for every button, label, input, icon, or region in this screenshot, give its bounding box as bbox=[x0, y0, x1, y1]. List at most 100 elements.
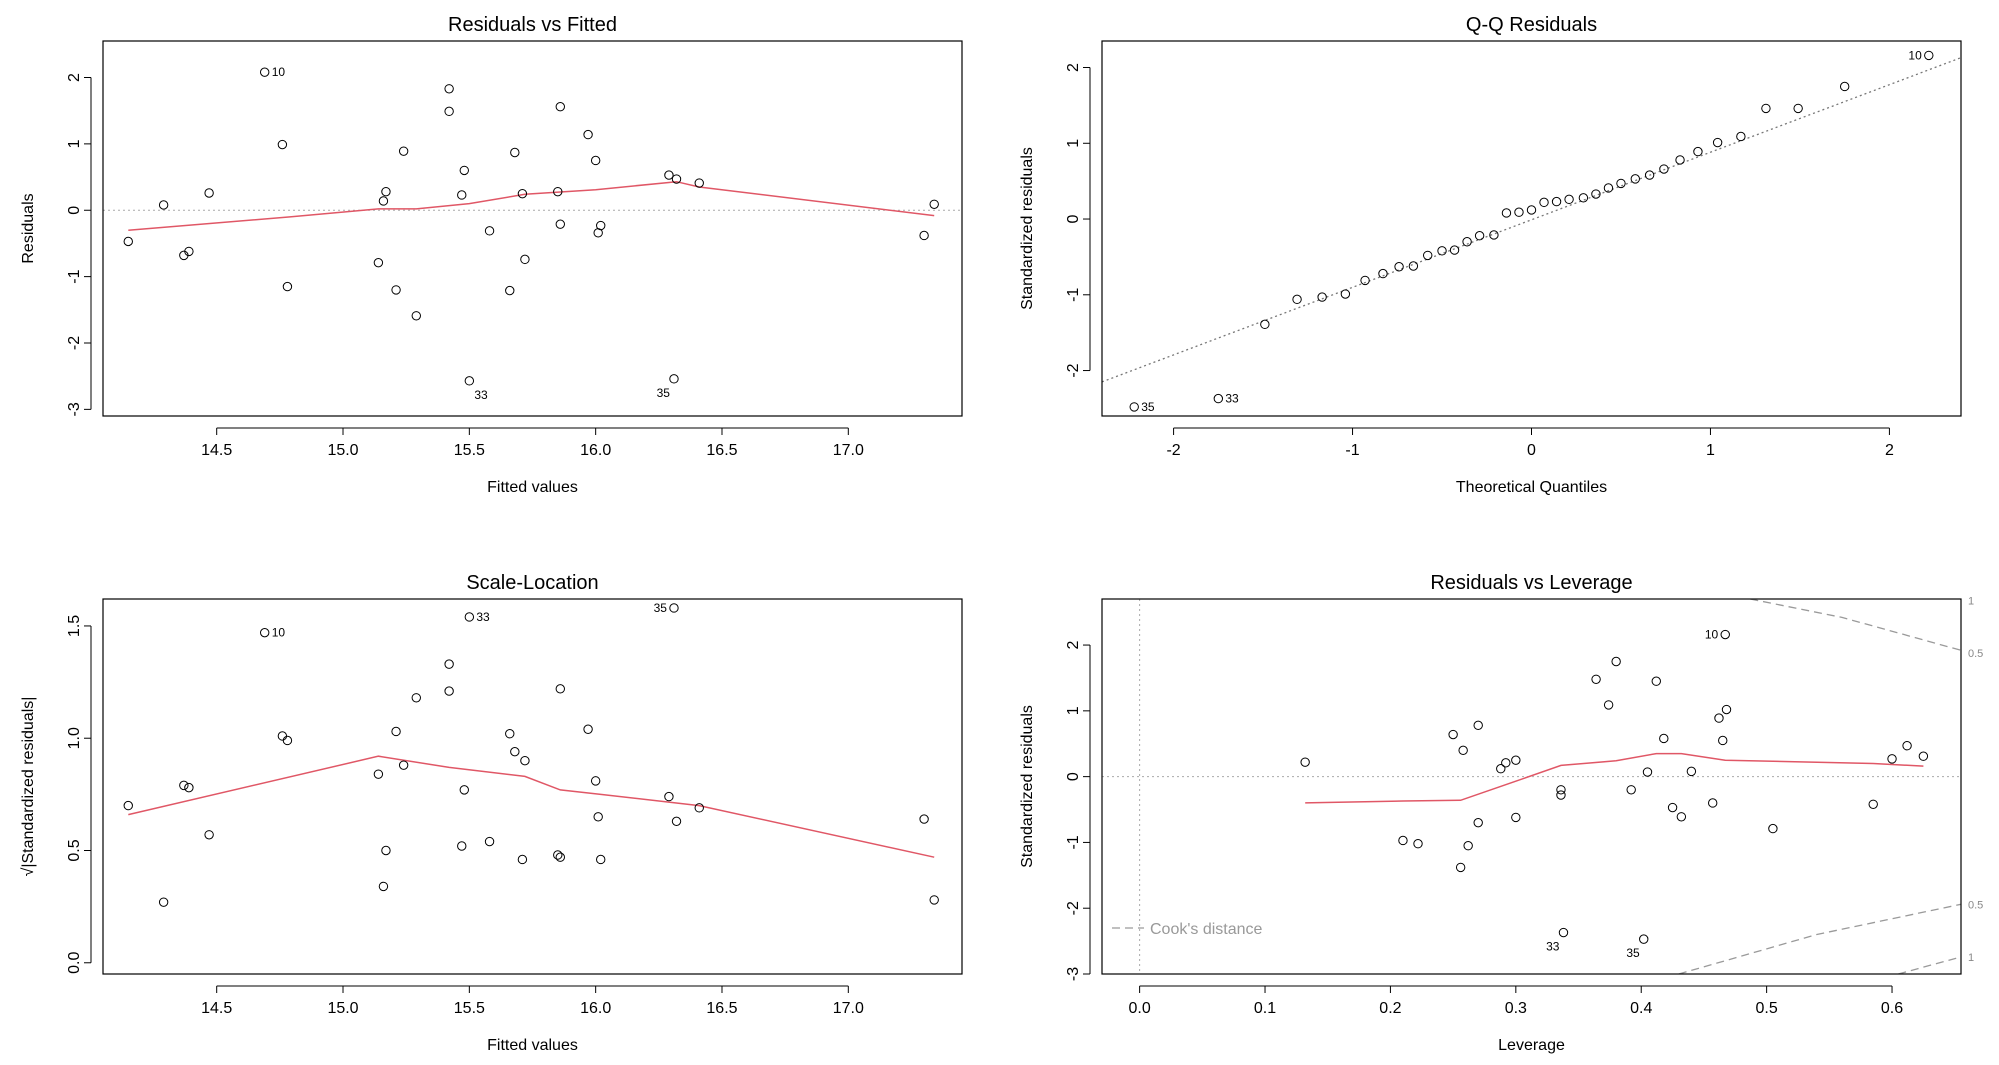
scale-location-x-tick-label: 16.5 bbox=[706, 1000, 737, 1017]
scale-location-point bbox=[179, 780, 189, 791]
scale-location-point bbox=[555, 852, 565, 862]
residuals-vs-fitted-point bbox=[694, 178, 704, 188]
residuals-vs-fitted-point-label: 10 bbox=[272, 65, 286, 79]
cooks-distance-level-label: 0.5 bbox=[1968, 899, 1983, 911]
q-q-residuals-point bbox=[1551, 196, 1562, 207]
residuals-vs-leverage-x-tick-label: 0.2 bbox=[1379, 1000, 1401, 1017]
q-q-residuals-point bbox=[1292, 294, 1302, 305]
scale-location-point bbox=[444, 659, 454, 669]
residuals-vs-fitted-x-tick-label: 15.0 bbox=[327, 442, 358, 459]
residuals-vs-fitted-title: Residuals vs Fitted bbox=[448, 14, 617, 36]
q-q-residuals-y-tick-label: 1 bbox=[1065, 139, 1082, 148]
q-q-residuals-point bbox=[1360, 275, 1370, 286]
q-q-residuals-y-label: Standardized residuals bbox=[1019, 147, 1036, 310]
residuals-vs-leverage-y-tick-label: -2 bbox=[1065, 901, 1082, 915]
scale-location-point bbox=[123, 800, 133, 811]
q-q-residuals-x-tick-label: 1 bbox=[1706, 442, 1715, 459]
residuals-vs-leverage-point bbox=[1768, 823, 1778, 834]
residuals-vs-leverage-point bbox=[1708, 798, 1718, 808]
residuals-vs-fitted-point bbox=[484, 226, 495, 236]
q-q-residuals-point-label: 33 bbox=[1225, 392, 1239, 406]
residuals-vs-leverage-y-tick-label: 2 bbox=[1065, 641, 1082, 650]
residuals-vs-fitted-x-tick-label: 16.5 bbox=[706, 442, 737, 459]
scale-location-point bbox=[664, 791, 674, 802]
q-q-residuals-x-tick-label: -2 bbox=[1166, 442, 1180, 459]
scale-location-y-tick-label: 0.0 bbox=[66, 952, 83, 974]
residuals-vs-fitted-point bbox=[378, 196, 389, 206]
residuals-vs-leverage-frame bbox=[1101, 598, 1962, 975]
residuals-vs-leverage-point bbox=[1511, 755, 1521, 765]
residuals-vs-leverage-point bbox=[1501, 758, 1511, 768]
residuals-vs-leverage-point bbox=[1714, 713, 1724, 723]
residuals-vs-fitted-point bbox=[373, 257, 384, 268]
q-q-residuals-qq-line bbox=[1102, 57, 1961, 383]
residuals-vs-leverage-point bbox=[1463, 841, 1473, 851]
residuals-vs-fitted-point bbox=[590, 155, 601, 166]
residuals-vs-fitted-point bbox=[184, 246, 194, 257]
residuals-vs-fitted-point bbox=[596, 220, 606, 231]
residuals-vs-fitted-point bbox=[398, 146, 409, 156]
q-q-residuals-point bbox=[1630, 174, 1640, 184]
residuals-vs-leverage-y-tick-label: -3 bbox=[1065, 967, 1082, 981]
scale-location-point-label: 35 bbox=[654, 601, 668, 615]
q-q-residuals-point bbox=[1603, 183, 1614, 193]
residuals-vs-leverage-y-tick-label: 1 bbox=[1065, 706, 1082, 715]
residuals-vs-leverage-point bbox=[1603, 700, 1614, 710]
residuals-vs-leverage-x-tick-label: 0.5 bbox=[1756, 1000, 1778, 1017]
scale-location-point bbox=[583, 724, 593, 734]
residuals-vs-fitted-x-tick-label: 16.0 bbox=[580, 442, 611, 459]
residuals-vs-fitted-x-tick-label: 15.5 bbox=[454, 442, 485, 459]
q-q-residuals-point bbox=[1675, 155, 1685, 165]
residuals-vs-fitted-point bbox=[158, 200, 169, 210]
scale-location-x-tick-label: 17.0 bbox=[833, 1000, 864, 1017]
scale-location-point bbox=[671, 816, 682, 827]
residuals-vs-leverage-x-tick-label: 0.0 bbox=[1128, 1000, 1150, 1017]
q-q-residuals-point bbox=[1449, 245, 1460, 255]
residuals-vs-leverage-point bbox=[1626, 785, 1636, 795]
scale-location-smooth-line bbox=[128, 755, 935, 858]
scale-location-point bbox=[381, 845, 391, 856]
scale-location-y-tick-label: 0.5 bbox=[66, 839, 83, 861]
cooks-distance-curve bbox=[1898, 956, 1961, 974]
q-q-residuals-y-tick-label: -1 bbox=[1065, 288, 1082, 302]
scale-location-point-label: 33 bbox=[476, 610, 490, 624]
residuals-vs-fitted-y-tick-label: -2 bbox=[66, 336, 83, 350]
q-q-residuals-point bbox=[1408, 261, 1419, 271]
scale-location-y-label: √|Standardized residuals| bbox=[20, 697, 37, 877]
q-q-residuals-x-label: Theoretical Quantiles bbox=[1456, 479, 1607, 496]
q-q-residuals-point bbox=[1526, 205, 1537, 215]
scale-location-panel: Scale-Location 10 33 35 14.5 15.0 15.5 16.0 16.5… bbox=[20, 572, 963, 1054]
q-q-residuals-point bbox=[1578, 193, 1589, 203]
residuals-vs-leverage-point-label: 35 bbox=[1626, 946, 1640, 960]
scale-location-y-tick-label: 1.5 bbox=[66, 615, 83, 637]
residuals-vs-leverage-point bbox=[1651, 676, 1661, 686]
q-q-residuals-y-tick-label: -2 bbox=[1065, 363, 1082, 377]
cooks-distance-level-label: 1 bbox=[1968, 595, 1974, 607]
q-q-residuals-point bbox=[1514, 207, 1524, 217]
scale-location-point bbox=[444, 686, 454, 696]
q-q-residuals-point bbox=[1489, 230, 1499, 240]
q-q-residuals-x-tick-label: 2 bbox=[1885, 442, 1894, 459]
scale-location-x-tick-label: 15.0 bbox=[327, 1000, 358, 1017]
q-q-residuals-point bbox=[1501, 208, 1512, 218]
q-q-residuals-point bbox=[1462, 237, 1472, 247]
residuals-vs-leverage-smooth-line bbox=[1305, 752, 1924, 804]
scale-location-point bbox=[398, 760, 409, 770]
scale-location-x-tick-label: 16.0 bbox=[580, 1000, 611, 1017]
residuals-vs-leverage-point bbox=[1556, 790, 1566, 800]
residuals-vs-fitted-point bbox=[520, 254, 530, 265]
residuals-vs-leverage-point bbox=[1591, 674, 1601, 684]
residuals-vs-fitted-point bbox=[555, 219, 565, 229]
scale-location-point bbox=[590, 776, 601, 786]
scale-location-point bbox=[517, 854, 528, 865]
q-q-residuals-point-label: 10 bbox=[1908, 48, 1922, 62]
scale-location-point bbox=[373, 769, 384, 779]
residuals-vs-leverage-point bbox=[1455, 862, 1466, 873]
scale-location-point bbox=[457, 841, 467, 851]
residuals-vs-leverage-x-tick-label: 0.3 bbox=[1505, 1000, 1527, 1017]
scale-location-point bbox=[282, 735, 293, 746]
